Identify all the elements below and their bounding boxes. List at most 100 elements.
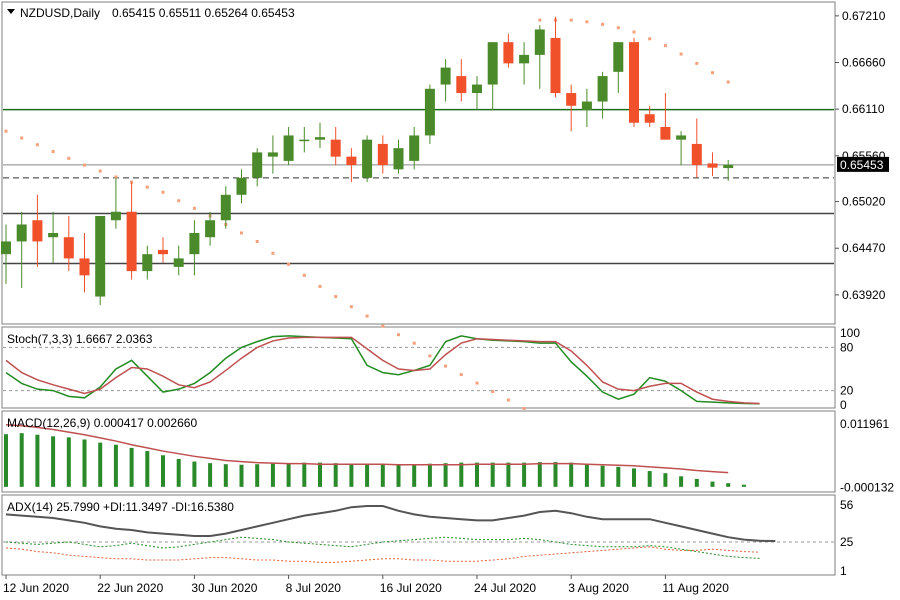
macd-histogram-bar	[616, 466, 621, 487]
candle-body	[142, 254, 153, 272]
macd-histogram-bar	[176, 458, 181, 487]
candle-body	[252, 152, 263, 178]
candle-body	[581, 101, 592, 110]
macd-histogram-bar	[19, 433, 24, 487]
candle-body	[723, 164, 734, 169]
candle-body	[597, 76, 608, 102]
macd-histogram-bar	[318, 462, 322, 487]
sar-dot	[491, 390, 495, 394]
macd-histogram-bar	[679, 476, 684, 487]
candle-body	[472, 84, 482, 94]
adx-panel-frame	[1, 494, 836, 576]
sar-dot	[161, 190, 165, 194]
sar-dot	[255, 239, 259, 243]
sar-dot	[632, 30, 636, 34]
macd-histogram-bar	[569, 462, 574, 487]
candle-body	[189, 232, 200, 255]
candle-body	[48, 232, 59, 238]
macd-histogram-bar	[412, 464, 417, 487]
macd-histogram-bar	[129, 447, 134, 487]
macd-histogram-bar	[553, 462, 558, 487]
sar-dot	[318, 284, 322, 288]
stoch-axis-label: 80	[840, 340, 854, 354]
sar-dot	[522, 406, 526, 410]
macd-histogram-bar	[333, 463, 338, 487]
macd-histogram-bar	[459, 462, 464, 487]
candle-body	[236, 177, 247, 195]
macd-histogram-bar	[35, 434, 40, 487]
macd-histogram-bar	[600, 465, 605, 487]
sar-dot	[177, 199, 181, 203]
price-title: NZDUSD,Daily	[20, 6, 100, 20]
price-axis-label: 0.63920	[842, 288, 886, 302]
macd-histogram-bar	[647, 471, 652, 487]
price-axis-label: 0.64470	[842, 241, 886, 255]
sar-dot	[475, 381, 479, 385]
macd-histogram-bar	[443, 463, 448, 487]
candle-body	[456, 76, 467, 94]
stoch-line-%K	[5, 335, 760, 405]
macd-histogram-bar	[663, 473, 668, 487]
sar-dot	[569, 18, 573, 22]
sar-dot	[585, 20, 589, 24]
price-axis-label: 0.67210	[842, 9, 886, 23]
adx-line-ADX	[5, 505, 776, 543]
x-axis-label: 16 Jul 2020	[380, 581, 442, 595]
sar-dot	[412, 341, 416, 345]
macd-histogram-bar	[192, 461, 197, 487]
candle-body	[629, 42, 639, 123]
macd-histogram-bar	[427, 463, 432, 487]
macd-histogram-bar	[365, 463, 370, 487]
sar-dot	[145, 185, 149, 189]
macd-histogram-bar	[145, 451, 150, 487]
macd-histogram-bar	[270, 463, 275, 487]
stoch-title: Stoch(7,3,3) 1.6667 2.0363	[7, 332, 153, 346]
candle-body	[1, 241, 11, 255]
candle-body	[440, 67, 451, 85]
candle-body	[644, 114, 655, 123]
candle-body	[707, 163, 718, 168]
dropdown-triangle-icon[interactable]	[7, 9, 15, 14]
macd-panel-frame	[1, 410, 836, 493]
stoch-line-%D	[5, 336, 760, 405]
macd-title: MACD(12,26,9) 0.000417 0.002660	[7, 416, 197, 430]
candle-body	[424, 88, 435, 136]
macd-histogram-bar	[396, 464, 401, 487]
candle-body	[63, 237, 74, 259]
macd-histogram-bar	[710, 481, 715, 487]
adx-title: ADX(14) 25.7990 +DI:11.3497 -DI:16.5380	[7, 500, 234, 514]
macd-histogram-bar	[741, 484, 746, 487]
candle-body	[660, 126, 671, 140]
macd-histogram-bar	[82, 439, 87, 487]
candle-body	[393, 148, 404, 170]
sar-dot	[648, 37, 652, 41]
sar-dot	[98, 169, 102, 173]
candle-body	[173, 258, 184, 267]
candle-body	[550, 37, 561, 94]
macd-axis-label: 0.011961	[840, 417, 889, 431]
candle-body	[487, 42, 498, 85]
sar-dot	[240, 231, 243, 235]
sar-dot	[695, 61, 699, 65]
x-axis-label: 22 Jun 2020	[97, 581, 163, 595]
adx-axis-label: 25	[840, 535, 854, 549]
sar-dot	[538, 18, 542, 22]
price-axis-label: 0.66110	[842, 102, 885, 116]
macd-panel: 0.011961 -0.000132	[4, 417, 894, 495]
macd-histogram-bar	[223, 464, 228, 487]
macd-histogram-bar	[66, 437, 71, 487]
sar-dot	[334, 295, 338, 299]
sar-dot	[4, 129, 8, 133]
sar-dot	[114, 175, 118, 179]
candle-body	[315, 137, 325, 140]
current-price-badge	[837, 156, 889, 172]
sar-dot	[663, 44, 667, 48]
candle-body	[613, 42, 624, 72]
macd-histogram-bar	[239, 464, 244, 487]
price-ohlc-readout: 0.65415 0.65511 0.65264 0.65453	[112, 6, 295, 20]
candle-body	[283, 135, 294, 161]
candle-body	[16, 224, 27, 242]
candle-body	[330, 139, 341, 157]
adx-axis-label: 1	[840, 564, 847, 578]
